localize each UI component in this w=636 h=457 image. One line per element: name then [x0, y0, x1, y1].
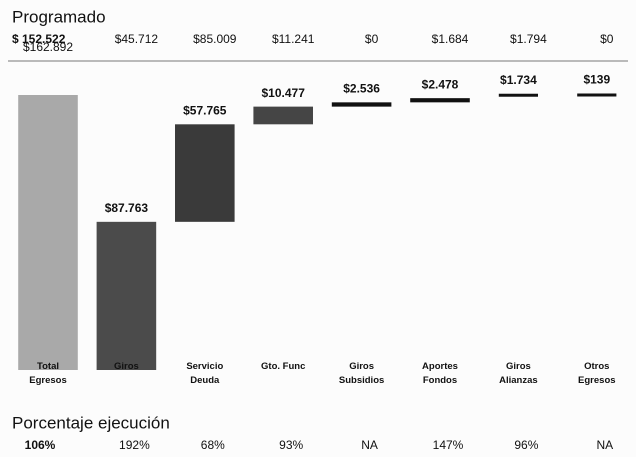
execution-value: 96% — [514, 438, 538, 452]
x-tick-label: Aportes Fondos — [422, 361, 458, 386]
execution-title: Porcentaje ejecución — [12, 413, 170, 432]
chart-title: Programado — [12, 7, 106, 26]
execution-value: 192% — [119, 438, 150, 452]
x-tick-label: Servicio Deuda — [186, 361, 223, 386]
bar — [577, 93, 617, 97]
value-label: $2.478 — [422, 77, 459, 91]
x-tick-label: Gto. Func — [261, 361, 305, 372]
programmed-value: $0 — [365, 32, 379, 46]
execution-value: 93% — [279, 438, 303, 452]
x-tick-label: Giros Alianzas — [499, 361, 538, 386]
execution-value: 106% — [25, 438, 56, 452]
programmed-value: $0 — [600, 32, 614, 46]
x-tick-label: Total Egresos — [29, 361, 67, 386]
bar — [331, 102, 392, 107]
value-label: $87.763 — [105, 201, 149, 215]
programmed-value: $11.241 — [272, 32, 315, 46]
bar — [253, 106, 313, 125]
execution-value: NA — [596, 438, 613, 452]
programmed-value: $45.712 — [115, 32, 159, 46]
bar — [410, 98, 470, 103]
value-label: $57.765 — [183, 103, 227, 117]
value-label: $2.536 — [343, 82, 380, 96]
value-label: $1.734 — [500, 73, 537, 87]
value-label: $10.477 — [262, 86, 306, 100]
execution-value: 68% — [201, 438, 225, 452]
programmed-value: $1.684 — [432, 32, 469, 46]
bar — [96, 221, 157, 370]
bar — [498, 93, 538, 97]
x-tick-label: Giros — [114, 361, 139, 372]
value-label: $139 — [583, 73, 610, 87]
value-label: $162.892 — [23, 40, 73, 54]
programmed-value: $1.794 — [510, 32, 547, 46]
x-tick-label: Giros Subsidios — [339, 361, 384, 386]
programmed-value: $ 152.522 — [12, 32, 66, 46]
x-tick-label: Otros Egresos — [578, 361, 616, 386]
execution-value: 147% — [433, 438, 464, 452]
bar — [175, 124, 235, 222]
execution-value: NA — [361, 438, 378, 452]
bar — [18, 95, 78, 370]
programmed-value: $85.009 — [193, 32, 237, 46]
